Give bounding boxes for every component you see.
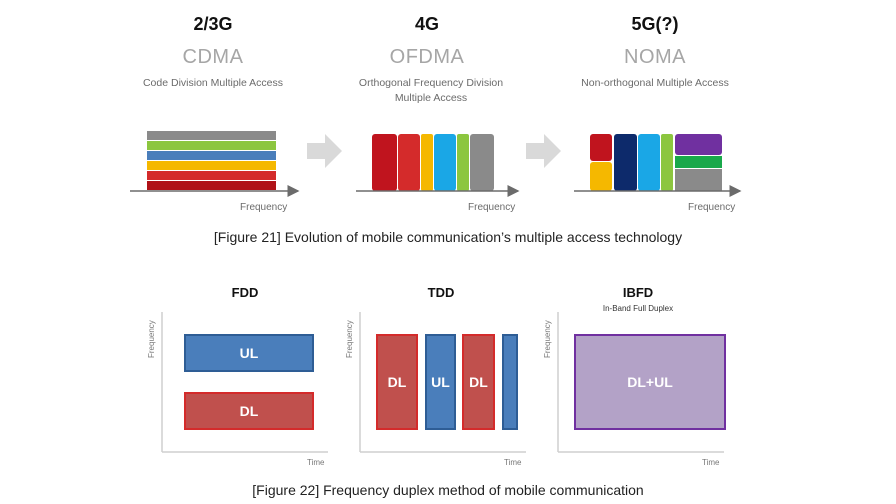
tdd-title: TDD: [427, 285, 455, 300]
tdd-dl-block-2: DL: [462, 334, 495, 430]
ofdma-subcarrier-red-1: [372, 134, 397, 191]
tdd-dl-block-1: DL: [376, 334, 418, 430]
tech-label-noma: NOMA: [624, 46, 686, 68]
noma-block-blue: [638, 134, 660, 191]
ofdma-subcarrier-gray: [470, 134, 494, 191]
noma-blocks: [590, 134, 722, 191]
figure-22-caption: [Figure 22] Frequency duplex method of m…: [252, 482, 644, 498]
tdd-time-label: Time: [504, 458, 522, 467]
transition-arrow-1: [307, 134, 342, 168]
ibfd-frequency-label: Frequency: [543, 320, 552, 358]
cdma-layer-blue: [147, 151, 276, 160]
fdd-ul-block: UL: [184, 334, 314, 372]
noma-block-navy: [614, 134, 637, 191]
cdma-layer-gray: [147, 131, 276, 140]
ofdma-subcarrier-red-2: [398, 134, 420, 191]
ofdma-subcarrier-yellow: [421, 134, 433, 191]
cdma-layer-green: [147, 141, 276, 150]
tech-description-noma: Non-orthogonal Multiple Access: [581, 77, 729, 89]
fdd-dl-block: DL: [184, 392, 314, 430]
generation-label-4g: 4G: [414, 14, 439, 34]
cdma-layer-red-1: [147, 171, 276, 180]
multiple-access-diagrams: [130, 131, 742, 197]
ibfd-subtitle: In-Band Full Duplex: [602, 304, 674, 313]
noma-block-green: [661, 134, 673, 191]
ibfd-axes: [557, 312, 724, 453]
tdd-ul-block-narrow: [502, 334, 518, 430]
tech-description-cdma: Code Division Multiple Access: [142, 77, 284, 89]
transition-arrow-2: [526, 134, 561, 168]
cdma-layers: [147, 131, 276, 190]
cdma-layer-red-2: [147, 181, 276, 190]
generation-label-2-3g: 2/3G: [193, 14, 233, 34]
ofdma-subcarrier-green: [457, 134, 469, 191]
ibfd-title: IBFD: [622, 285, 654, 300]
tdd-ul-block: UL: [425, 334, 456, 430]
fdd-axes: [161, 312, 328, 453]
noma-block-yellow: [590, 162, 612, 191]
ibfd-dl-ul-block: DL+UL: [574, 334, 726, 430]
fdd-frequency-label: Frequency: [147, 320, 156, 358]
fdd-title: FDD: [231, 285, 259, 300]
fdd-time-label: Time: [307, 458, 325, 467]
noma-axis-label: Frequency: [688, 202, 736, 213]
cdma-axis-label: Frequency: [240, 202, 288, 213]
tdd-frequency-label: Frequency: [345, 320, 354, 358]
noma-block-gray: [675, 169, 722, 191]
noma-block-bright-green: [675, 156, 722, 168]
cdma-layer-yellow: [147, 161, 276, 170]
ofdma-subcarrier-blue: [434, 134, 456, 191]
tech-label-cdma: CDMA: [182, 46, 244, 68]
tdd-axes: [359, 312, 526, 453]
ibfd-time-label: Time: [702, 458, 720, 467]
ofdma-axis-label: Frequency: [468, 202, 516, 213]
figure-21-caption: [Figure 21] Evolution of mobile communic…: [213, 229, 683, 245]
tech-description-ofdma: Orthogonal Frequency Division Multiple A…: [358, 77, 504, 104]
generation-label-5g: 5G(?): [631, 14, 679, 34]
ofdma-subcarriers: [372, 134, 494, 191]
tech-label-ofdma: OFDMA: [389, 46, 465, 68]
noma-block-purple: [675, 134, 722, 155]
noma-block-red: [590, 134, 612, 161]
